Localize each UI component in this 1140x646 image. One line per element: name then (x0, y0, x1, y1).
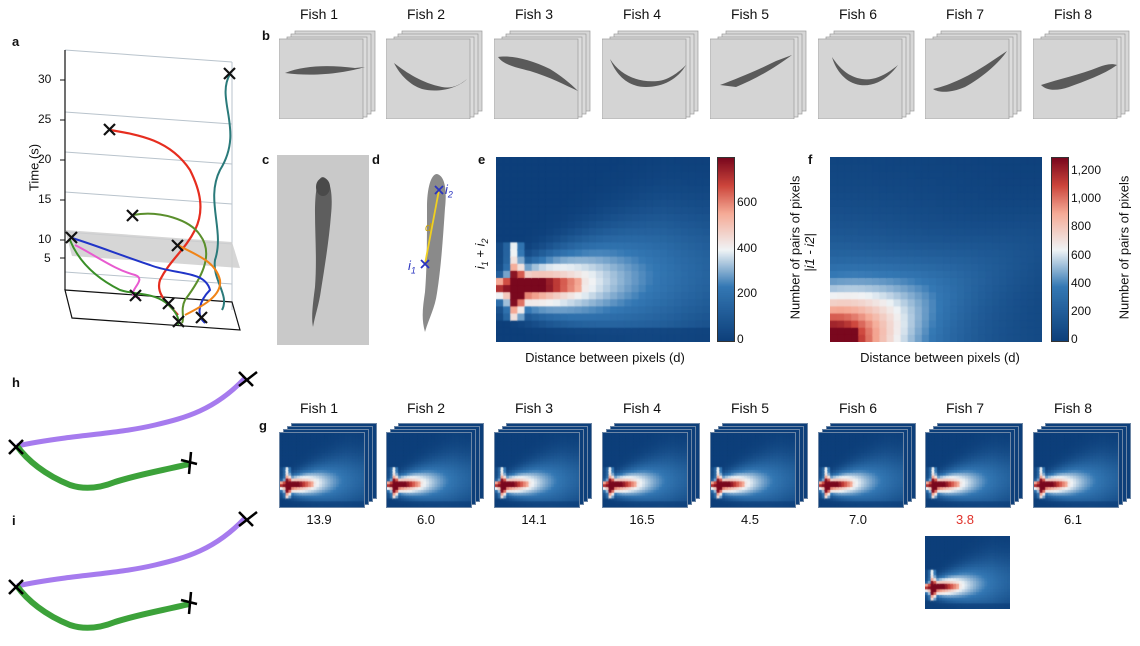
colorbar-tick: 400 (737, 240, 758, 255)
panel-a-tick-5: 5 (44, 251, 51, 265)
fish-image-stack-7 (925, 30, 1022, 119)
colorbar-tick: 0 (1071, 332, 1078, 346)
fish-title-4: Fish 4 (622, 6, 662, 22)
fish-g-heatmap-6 (818, 432, 904, 508)
panel-label-d: d (372, 152, 380, 167)
fish-title-1: Fish 1 (299, 6, 339, 22)
panel-label-h: h (12, 375, 20, 390)
fish-image-stack-5 (710, 30, 807, 119)
panel-h-trajectory-pair (8, 371, 258, 491)
fish-g-title-7: Fish 7 (945, 400, 985, 416)
panel-a-tick-20: 20 (38, 152, 52, 166)
fish-g-heatmap-3 (494, 432, 580, 508)
panel-f-colorbar (1051, 157, 1069, 342)
fish-title-7: Fish 7 (945, 6, 985, 22)
panel-label-g: g (259, 418, 267, 433)
fish-g-value-7: 3.8 (955, 512, 975, 527)
panel-label-b: b (262, 28, 270, 43)
panel-f-ylabel: |i1 - i2| (801, 233, 817, 272)
colorbar-tick: 400 (1071, 275, 1092, 290)
fish-g-value-1: 13.9 (306, 512, 332, 527)
fish-g-heatmap-4 (602, 432, 688, 508)
panel-label-f: f (808, 152, 813, 167)
panel-label-e: e (478, 152, 486, 167)
panel-f-colorbar-label: Number of pairs of pixels (1116, 175, 1132, 320)
fish-g-heatmap-1 (279, 432, 365, 508)
panel-e-colorbar-label: Number of pairs of pixels (787, 175, 803, 320)
panel-e-xlabel: Distance between pixels (d) (525, 350, 685, 365)
panel-i-trajectory-pair (8, 511, 258, 631)
fish-title-5: Fish 5 (730, 6, 770, 22)
fish-title-8: Fish 8 (1053, 6, 1093, 22)
fish-image-stack-3 (494, 30, 591, 119)
fish-g-title-2: Fish 2 (406, 400, 446, 416)
panel-e-ylabel: i1 + i2 (472, 238, 491, 270)
panel-a-tick-30: 30 (38, 72, 52, 86)
panel-label-a: a (12, 34, 20, 49)
fish-g-value-6: 7.0 (848, 512, 868, 527)
fish-title-3: Fish 3 (514, 6, 554, 22)
panel-f-xlabel: Distance between pixels (d) (860, 350, 1020, 365)
fish-image-stack-6 (818, 30, 915, 119)
fish-image-stack-8 (1033, 30, 1130, 119)
fish-g-heatmap-8 (1033, 432, 1119, 508)
panel-g-fish7-single-heatmap (925, 536, 1010, 609)
panel-label-i: i (12, 513, 16, 528)
fish-g-title-4: Fish 4 (622, 400, 662, 416)
panel-d-distance-label: d (425, 222, 432, 234)
fish-g-value-5: 4.5 (740, 512, 760, 527)
fish-g-value-2: 6.0 (416, 512, 436, 527)
fish-image-stack-1 (279, 30, 376, 119)
fish-g-heatmap-7 (925, 432, 1011, 508)
fish-g-title-5: Fish 5 (730, 400, 770, 416)
colorbar-tick: 0 (737, 332, 744, 346)
colorbar-tick: 600 (737, 194, 758, 209)
colorbar-tick: 1,000 (1071, 191, 1102, 206)
colorbar-tick: 200 (737, 286, 758, 301)
panel-e-heatmap (496, 157, 710, 342)
panel-c-fish-closeup (277, 155, 369, 345)
fish-g-value-4: 16.5 (629, 512, 655, 527)
fish-g-heatmap-5 (710, 432, 796, 508)
panel-a-3d-trajectory-plot (60, 49, 241, 331)
panel-a-tick-10: 10 (38, 232, 52, 246)
fish-g-title-6: Fish 6 (838, 400, 878, 416)
fish-g-heatmap-2 (386, 432, 472, 508)
fish-title-6: Fish 6 (838, 6, 878, 22)
colorbar-tick: 600 (1071, 247, 1092, 262)
panel-d-i2-label: i2 (445, 182, 453, 200)
panel-a-tick-15: 15 (38, 192, 52, 206)
fish-g-title-3: Fish 3 (514, 400, 554, 416)
fish-g-value-8: 6.1 (1063, 512, 1083, 527)
fish-image-stack-4 (602, 30, 699, 119)
panel-f-heatmap (830, 157, 1042, 342)
panel-e-colorbar (717, 157, 735, 342)
panel-label-c: c (262, 152, 270, 167)
fish-title-2: Fish 2 (406, 6, 446, 22)
fish-image-stack-2 (386, 30, 483, 119)
fish-g-value-3: 14.1 (521, 512, 547, 527)
colorbar-tick: 200 (1071, 303, 1092, 318)
panel-a-ylabel: Time (s) (26, 143, 42, 192)
fish-g-title-8: Fish 8 (1053, 400, 1093, 416)
colorbar-tick: 800 (1071, 219, 1092, 234)
panel-d-pixel-pair-diagram (420, 174, 446, 332)
fish-g-title-1: Fish 1 (299, 400, 339, 416)
colorbar-tick: 1,200 (1071, 163, 1102, 178)
panel-a-tick-25: 25 (38, 112, 52, 126)
panel-d-i1-label: i1 (408, 258, 416, 276)
